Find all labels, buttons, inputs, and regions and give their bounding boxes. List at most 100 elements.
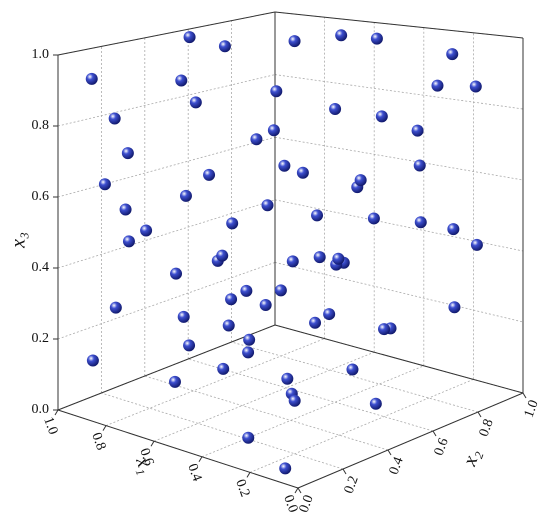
tick-mark (54, 409, 59, 416)
z-tick-label: 0.2 (32, 331, 50, 346)
point (288, 394, 301, 407)
point (168, 375, 181, 388)
grid-line (153, 351, 375, 442)
tick-mark (387, 449, 392, 456)
point (286, 255, 299, 268)
point (281, 372, 294, 385)
walls (53, 11, 527, 494)
z-tick-label: 1.0 (32, 47, 50, 62)
point (175, 74, 188, 87)
tick-mark (297, 487, 302, 494)
x-tick-label: 0.4 (184, 462, 204, 484)
point (313, 251, 326, 264)
grid-line (57, 74, 276, 127)
y-tick-label: 0.2 (342, 474, 362, 496)
point (469, 80, 482, 93)
point (346, 363, 359, 376)
point (85, 72, 98, 85)
point (217, 362, 230, 375)
grid-line (57, 262, 276, 340)
point (250, 133, 263, 146)
grid-line (57, 136, 276, 198)
z-axis-title: x₃ (8, 232, 30, 249)
point (183, 31, 196, 44)
tick-mark (150, 440, 155, 447)
point (242, 346, 255, 359)
point (259, 299, 272, 312)
point (183, 339, 196, 352)
point (222, 319, 235, 332)
point (177, 310, 190, 323)
x-axis-title: x₁ (131, 453, 157, 476)
tick-mark (198, 456, 203, 463)
point (243, 333, 256, 346)
point (225, 293, 238, 306)
point (179, 189, 192, 202)
point (370, 32, 383, 45)
point (431, 79, 444, 92)
tick-mark (294, 487, 299, 494)
grid-line (201, 365, 424, 458)
point (267, 124, 280, 137)
tick-mark (522, 392, 527, 399)
point (332, 252, 345, 265)
y-tick-label: 0.0 (297, 493, 317, 515)
axis-line (57, 11, 276, 56)
tick-mark (246, 472, 251, 478)
point (323, 308, 336, 321)
point (414, 216, 427, 229)
point (203, 168, 216, 181)
point (448, 301, 461, 314)
point (170, 267, 183, 280)
point (86, 354, 99, 367)
point (218, 40, 231, 53)
point (261, 199, 274, 212)
point (121, 147, 134, 160)
point (278, 159, 291, 172)
axis-line (57, 324, 276, 411)
z-tick-label: 0.0 (32, 402, 50, 417)
grid-line (274, 74, 524, 110)
grid-line (57, 199, 276, 269)
grid-line (274, 262, 524, 323)
grid-line (105, 338, 325, 426)
axis-line (274, 324, 524, 394)
axis-line (57, 409, 299, 489)
y-tick-label: 0.6 (432, 436, 452, 458)
point (378, 323, 391, 336)
x-tick-label: 1.0 (40, 415, 60, 437)
grid-line (188, 358, 434, 432)
tick-mark (477, 411, 482, 418)
point (369, 397, 382, 410)
point (119, 203, 132, 216)
axis-line (297, 392, 524, 489)
point (108, 112, 121, 125)
axis-line (274, 11, 524, 39)
point (413, 159, 426, 172)
point (288, 35, 301, 48)
y-tick-label: 1.0 (522, 398, 542, 420)
point (140, 224, 153, 237)
tick-mark (102, 425, 107, 431)
point (446, 48, 459, 61)
point (109, 301, 122, 314)
point (296, 166, 309, 179)
point (311, 209, 324, 222)
y-tick-label: 0.8 (477, 417, 497, 439)
x-tick-label: 0.8 (88, 431, 108, 453)
point (279, 462, 292, 475)
z-tick-label: 0.4 (32, 260, 50, 275)
point (98, 178, 111, 191)
point (329, 103, 342, 116)
grid-line (274, 136, 524, 181)
point (335, 29, 348, 42)
x-tick-label: 0.0 (280, 493, 300, 515)
point (270, 85, 283, 98)
point (309, 316, 322, 329)
tick-mark (432, 430, 437, 437)
x-tick-label: 0.6 (136, 446, 156, 468)
grid-line (101, 392, 344, 470)
z-tick-label: 0.6 (32, 189, 50, 204)
point (354, 174, 367, 187)
tick-mark (342, 468, 347, 475)
